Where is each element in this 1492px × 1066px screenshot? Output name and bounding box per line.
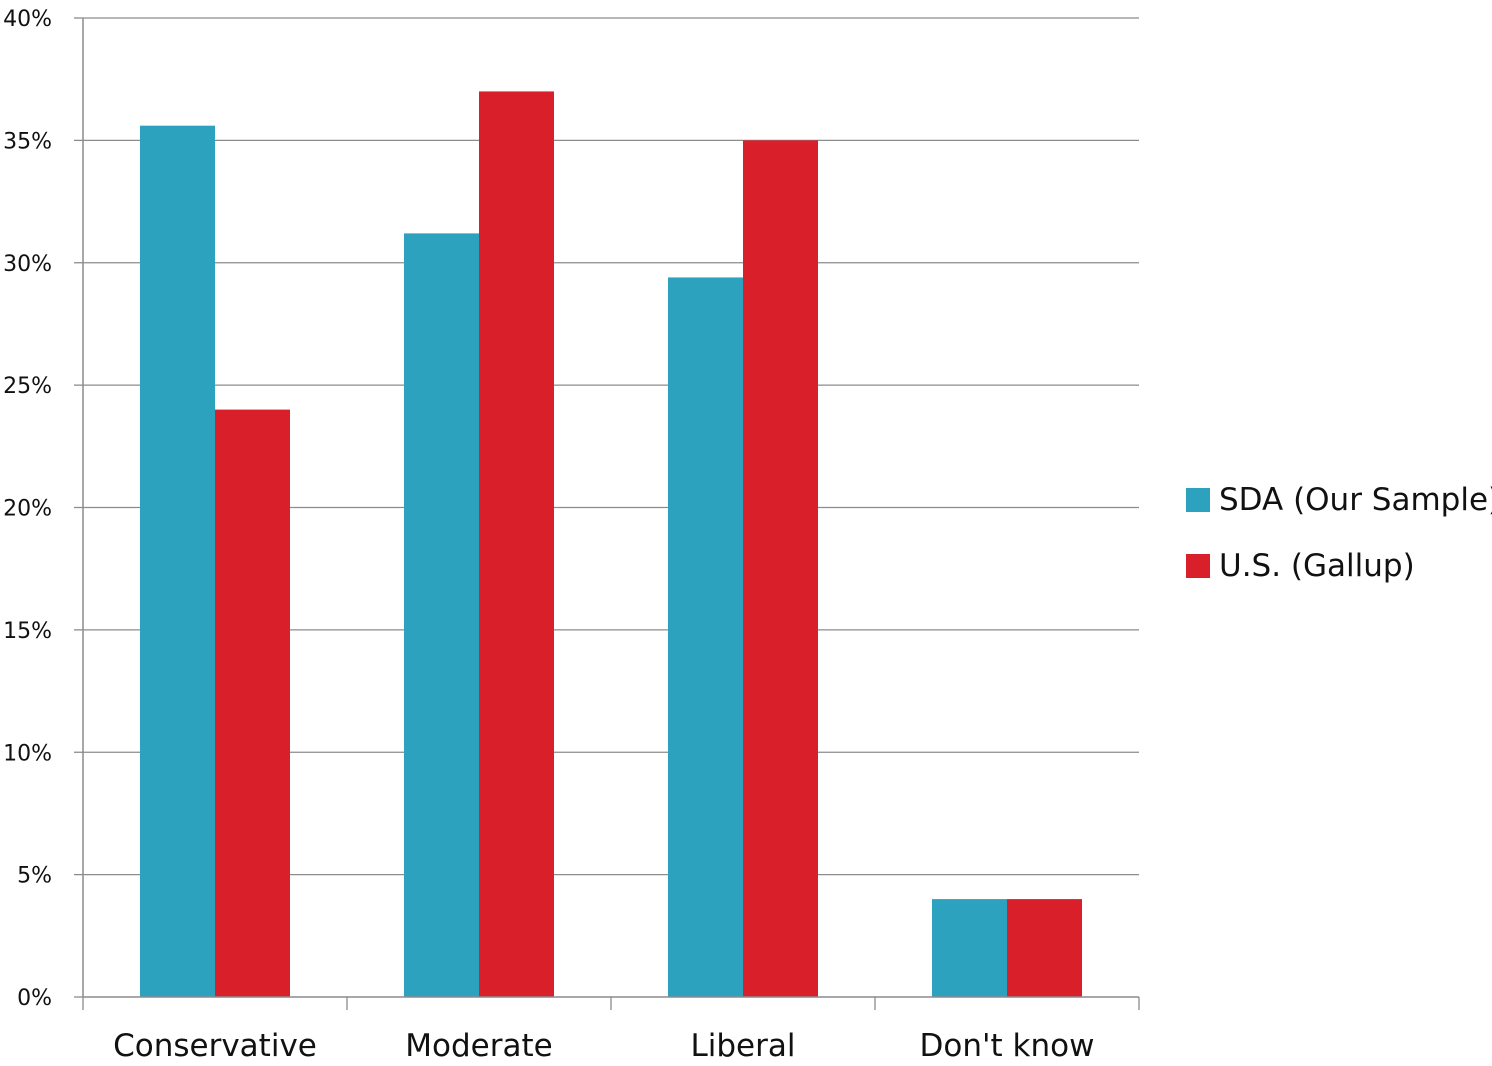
bar-sda-liberal	[668, 277, 743, 997]
bar-sda-don-t-know	[932, 899, 1007, 997]
y-tick-label: 5%	[17, 864, 52, 889]
legend: SDA (Our Sample) U.S. (Gallup)	[1186, 482, 1492, 584]
bars	[140, 91, 1082, 998]
axes	[74, 17, 1140, 1010]
x-category-label: Liberal	[691, 1028, 796, 1064]
x-category-label: Conservative	[113, 1028, 317, 1064]
y-tick-labels: 0% 5% 10% 15% 20% 25% 30% 35% 40%	[3, 7, 52, 1011]
y-tick-label: 0%	[17, 986, 52, 1011]
bar-us-don-t-know	[1007, 899, 1082, 997]
x-category-labels: Conservative Moderate Liberal Don't know	[113, 1028, 1094, 1064]
y-tick-label: 40%	[3, 7, 52, 32]
x-category-label: Moderate	[405, 1028, 552, 1064]
bar-us-liberal	[743, 140, 818, 997]
y-tick-label: 10%	[3, 741, 52, 766]
y-tick-label: 35%	[3, 129, 52, 154]
bar-sda-conservative	[140, 125, 215, 997]
bar-sda-moderate	[404, 233, 479, 997]
y-tick-label: 20%	[3, 497, 52, 522]
legend-swatch	[1186, 488, 1210, 512]
y-tick-label: 30%	[3, 252, 52, 277]
y-tick-label: 15%	[3, 619, 52, 644]
legend-label: SDA (Our Sample)	[1219, 482, 1492, 518]
bar-us-conservative	[215, 409, 290, 998]
legend-label: U.S. (Gallup)	[1219, 548, 1415, 584]
y-tick-label: 25%	[3, 374, 52, 399]
bar-us-moderate	[479, 91, 554, 998]
x-category-label: Don't know	[920, 1028, 1095, 1064]
legend-swatch	[1186, 554, 1210, 578]
